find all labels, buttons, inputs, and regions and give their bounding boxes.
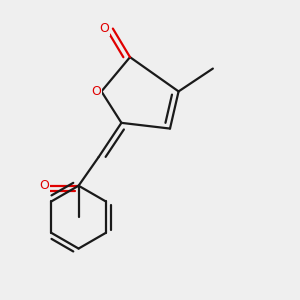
- Text: O: O: [39, 179, 49, 192]
- Text: O: O: [91, 85, 101, 98]
- Text: O: O: [99, 22, 109, 35]
